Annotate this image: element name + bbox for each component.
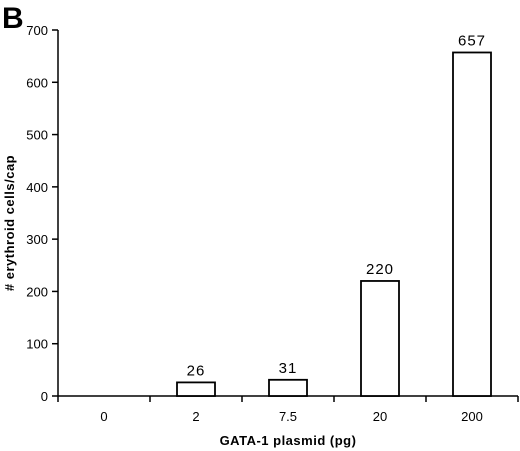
- data-label: 26: [187, 362, 206, 379]
- x-tick-label: 200: [461, 409, 483, 424]
- bar: [452, 51, 492, 397]
- bar: [360, 280, 400, 397]
- x-tick-label: 7.5: [279, 409, 297, 424]
- y-tick-label: 400: [26, 180, 48, 195]
- x-tick-label: 0: [100, 409, 107, 424]
- data-label: 31: [279, 360, 298, 377]
- x-axis-title: GATA-1 plasmid (pg): [220, 433, 357, 448]
- bars: [176, 51, 492, 397]
- bar: [268, 378, 308, 397]
- bar: [176, 381, 216, 397]
- y-tick-label: 100: [26, 337, 48, 352]
- data-labels: 26 31 220 657: [187, 32, 486, 379]
- x-axis: 0 2 7.5 20 200: [57, 395, 519, 424]
- y-tick-label: 200: [26, 284, 48, 299]
- y-axis: 0 100 200 300 400 500 600 700: [26, 23, 59, 404]
- data-label: 220: [366, 261, 394, 278]
- y-tick-label: 300: [26, 232, 48, 247]
- y-tick-label: 600: [26, 75, 48, 90]
- y-axis-title: # erythroid cells/cap: [2, 155, 17, 291]
- y-tick-label: 0: [41, 389, 48, 404]
- panel-label: B: [2, 2, 24, 35]
- y-tick-label: 500: [26, 128, 48, 143]
- x-tick-label: 20: [373, 409, 387, 424]
- x-tick-label: 2: [192, 409, 199, 424]
- data-label: 657: [458, 32, 486, 49]
- y-tick-label: 700: [26, 23, 48, 38]
